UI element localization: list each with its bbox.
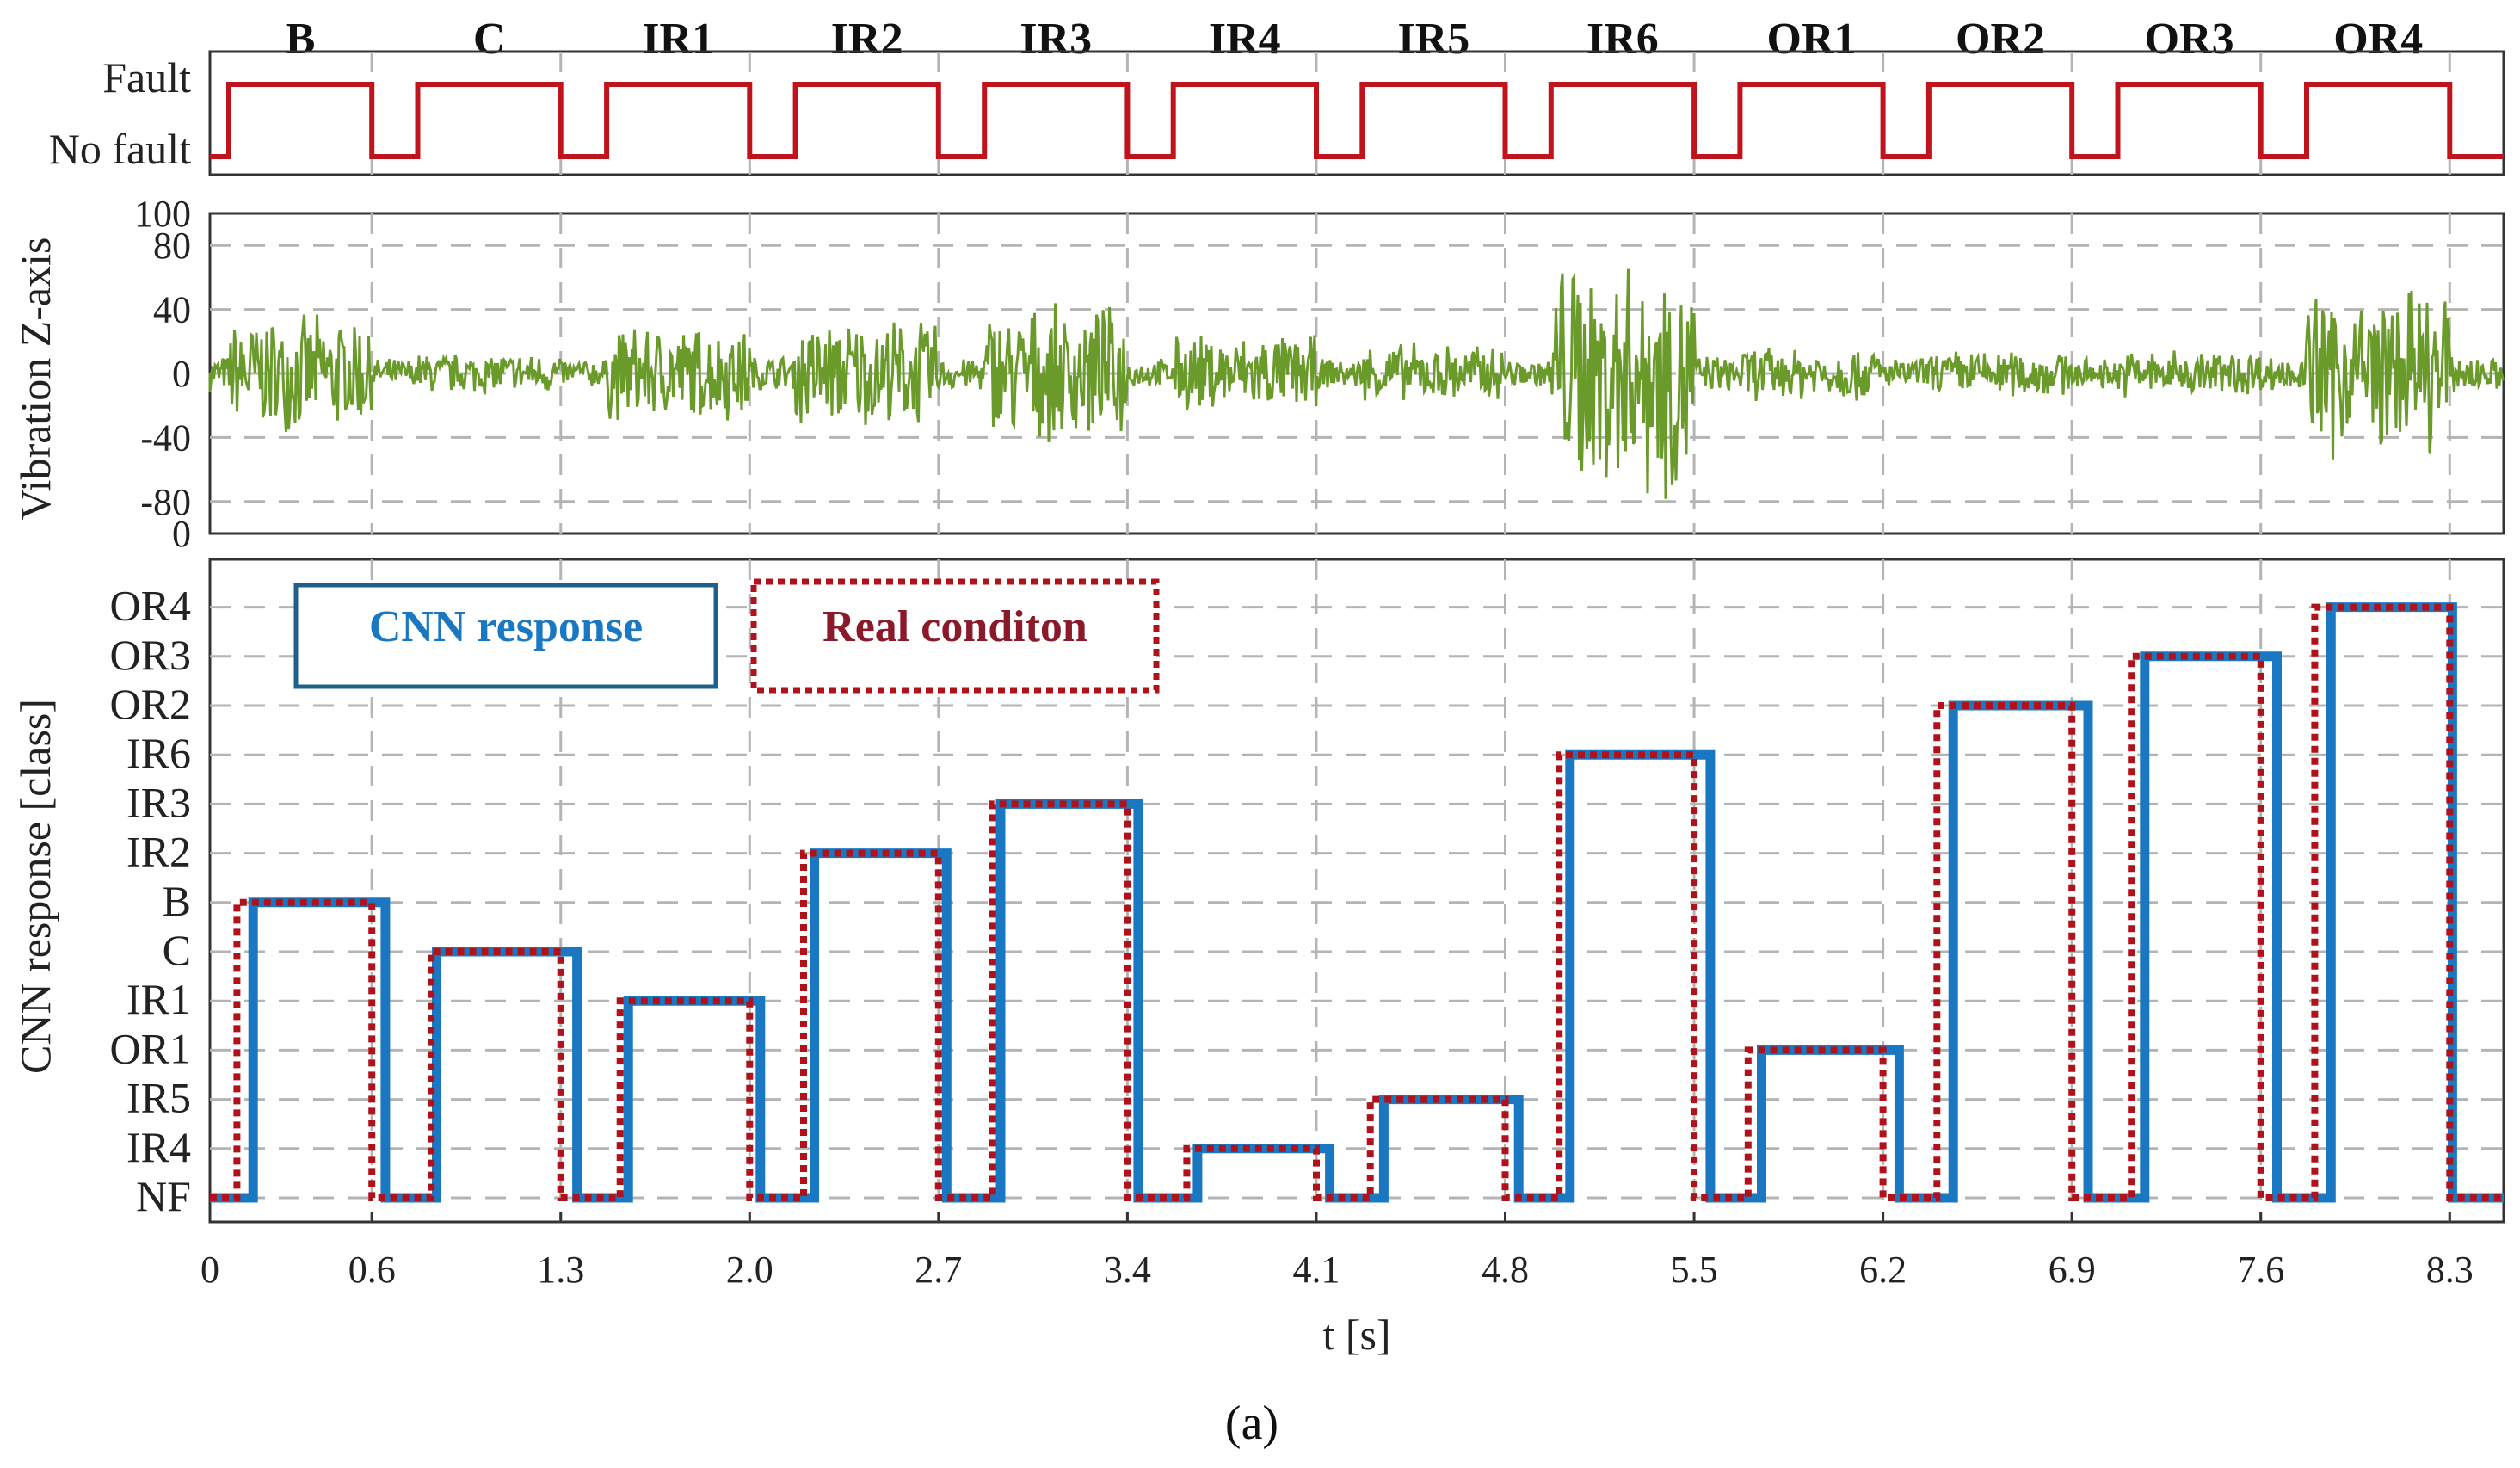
condition-label: OR3 [2145,15,2234,64]
legend-cnn: CNN response [293,583,718,689]
condition-label: IR2 [831,15,903,64]
time-xtick: 4.1 [1293,1249,1340,1291]
legend-cnn-box [293,583,718,689]
time-xtick: 3.4 [1104,1249,1151,1291]
class-ytick: IR3 [126,778,191,826]
ytick-fault: Fault [102,53,191,102]
vibration-ytick: 40 [153,289,191,331]
condition-label: IR3 [1020,15,1092,64]
legend-real-label: Real conditon [823,602,1087,651]
condition-label: C [473,15,506,64]
class-ytick: IR4 [126,1123,191,1171]
time-xticks: 0 0.6 1.3 2.0 2.7 3.4 4.1 4.8 5.5 6.2 6.9 7.6 8.3 [200,1212,2474,1291]
time-xtick: 8.3 [2426,1249,2474,1291]
class-ytick: IR1 [126,975,191,1023]
fault-panel-frame [208,50,2505,176]
ytick-no-fault: No fault [49,125,191,173]
vibration-ytick: -80 [140,481,191,523]
legend-cnn-label: CNN response [369,602,643,651]
condition-label: IR6 [1587,15,1659,64]
real-condition-series [210,603,2504,1201]
condition-label: B [286,15,316,64]
time-xtick: 6.2 [1859,1249,1907,1291]
vibration-signal [208,268,2505,499]
class-ytick: B [163,877,191,925]
fault-indicator-panel: B C IR1 IR2 IR3 IR4 IR5 IR6 OR1 OR2 OR3 OR4 Fault N… [49,15,2505,176]
class-ytick: OR1 [110,1024,191,1072]
condition-label: IR1 [642,15,714,64]
class-ytick: NF [136,1172,191,1220]
condition-labels: B C IR1 IR2 IR3 IR4 IR5 IR6 OR1 OR2 OR3 OR4 [286,15,2423,64]
condition-label: OR1 [1767,15,1857,64]
condition-label: OR4 [2333,15,2423,64]
fault-gridlines [370,52,2451,175]
time-xtick: 1.3 [537,1249,584,1291]
time-xtick: 6.9 [2049,1249,2096,1291]
class-ytick: OR2 [110,680,191,728]
time-xtick: 7.6 [2237,1249,2284,1291]
time-xtick: 2.7 [915,1249,962,1291]
time-xlabel: t [s] [1322,1311,1390,1359]
class-ytick: C [163,926,191,974]
class-ytick: OR3 [110,631,191,679]
condition-label: OR2 [1956,15,2045,64]
legend-real: Real conditon [750,578,1160,694]
vibration-ylabel: Vibration Z-axis [11,237,59,521]
time-xtick: 0 [200,1249,219,1291]
figure-label: (a) [1225,1397,1278,1450]
time-xtick: 0.6 [348,1249,396,1291]
vibration-ytick: -40 [140,416,191,459]
class-ytick: IR5 [126,1074,191,1122]
time-xtick: 4.8 [1482,1249,1529,1291]
condition-label: IR4 [1209,15,1281,64]
fault-state-line [210,82,2504,159]
time-xtick: 5.5 [1671,1249,1718,1291]
cnn-panel-frame [208,558,2505,1224]
cnn-ylabel: CNN response [class] [11,699,59,1074]
class-ytick: IR6 [126,729,191,777]
class-ytick: OR4 [110,582,191,630]
vibration-ytick: 80 [153,225,191,267]
vibration-ytick: 100 [134,193,191,235]
legend-real-box [750,578,1160,694]
condition-label: IR5 [1398,15,1470,64]
vibration-ytick: 0 [172,513,191,555]
vibration-ytick: 0 [172,353,191,395]
class-ytick: IR2 [126,828,191,876]
time-xtick: 2.0 [726,1249,773,1291]
